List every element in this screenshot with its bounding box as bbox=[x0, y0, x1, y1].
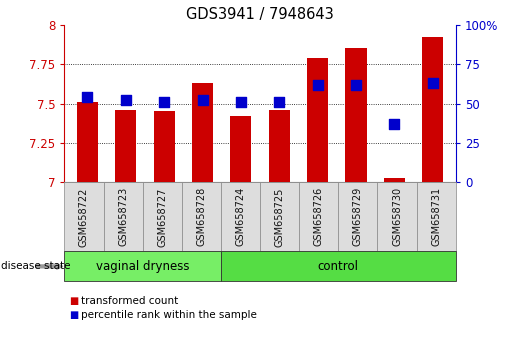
Bar bbox=[307, 58, 328, 182]
Point bbox=[83, 95, 92, 100]
Point bbox=[352, 82, 360, 87]
Text: control: control bbox=[318, 260, 359, 273]
Bar bbox=[77, 102, 98, 182]
Text: vaginal dryness: vaginal dryness bbox=[96, 260, 190, 273]
Point bbox=[428, 80, 437, 86]
Point bbox=[237, 99, 245, 105]
Text: GSM658724: GSM658724 bbox=[235, 187, 246, 246]
Bar bbox=[192, 83, 213, 182]
Text: GSM658723: GSM658723 bbox=[118, 187, 128, 246]
Bar bbox=[269, 110, 290, 182]
Text: GSM658730: GSM658730 bbox=[392, 187, 402, 246]
Point bbox=[390, 121, 399, 127]
Point bbox=[160, 99, 168, 105]
Text: GSM658731: GSM658731 bbox=[431, 187, 441, 246]
Text: GSM658725: GSM658725 bbox=[274, 187, 285, 246]
Text: GSM658726: GSM658726 bbox=[314, 187, 324, 246]
Bar bbox=[115, 110, 136, 182]
Text: GSM658728: GSM658728 bbox=[196, 187, 207, 246]
Point bbox=[122, 98, 130, 103]
Bar bbox=[384, 178, 405, 182]
Bar bbox=[422, 38, 443, 182]
Text: GSM658727: GSM658727 bbox=[157, 187, 167, 246]
Point bbox=[275, 99, 283, 105]
Point bbox=[198, 98, 207, 103]
Text: percentile rank within the sample: percentile rank within the sample bbox=[81, 310, 258, 320]
Bar bbox=[230, 116, 251, 182]
Text: transformed count: transformed count bbox=[81, 296, 179, 306]
Bar bbox=[346, 48, 367, 182]
Text: GSM658729: GSM658729 bbox=[353, 187, 363, 246]
Text: ■: ■ bbox=[70, 310, 79, 320]
Bar bbox=[153, 112, 175, 182]
Text: GSM658722: GSM658722 bbox=[79, 187, 89, 246]
Title: GDS3941 / 7948643: GDS3941 / 7948643 bbox=[186, 7, 334, 22]
Text: disease state: disease state bbox=[1, 261, 71, 272]
Text: ■: ■ bbox=[70, 296, 79, 306]
Point bbox=[314, 82, 322, 87]
